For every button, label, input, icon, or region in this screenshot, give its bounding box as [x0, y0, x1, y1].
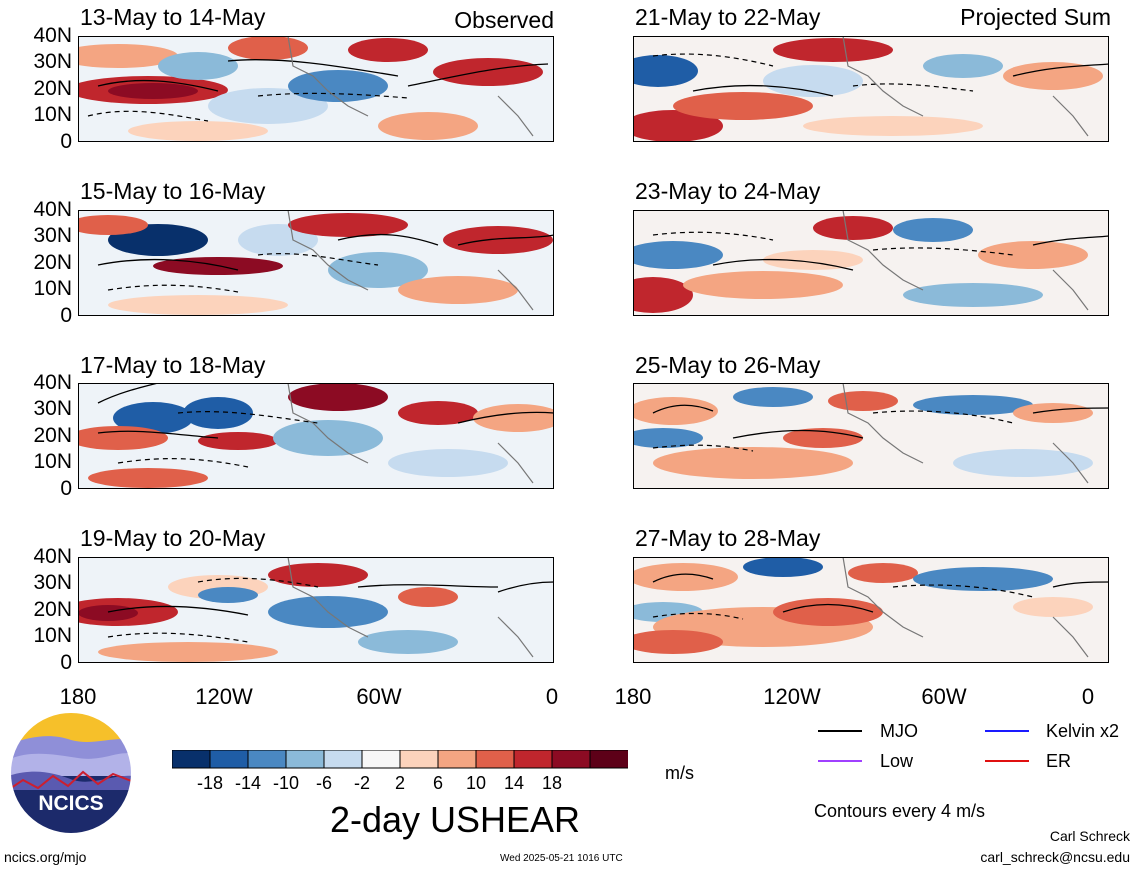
panel-title-6: 25-May to 26-May [635, 352, 821, 378]
map-panel-4 [633, 210, 1109, 316]
legend-label-er: ER [1046, 751, 1072, 771]
colorbar-tick-label: 18 [541, 773, 563, 793]
map-panel-3 [78, 210, 554, 316]
lon-label-180: 180 [614, 684, 652, 709]
panel-title-8: 27-May to 28-May [635, 525, 821, 551]
colorbar-swatch [589, 750, 628, 769]
lat-label-30n: 30N [33, 571, 72, 594]
legend-swatch-er [985, 760, 1029, 762]
panel-title-5: 17-May to 18-May [80, 352, 266, 378]
lat-label-10n: 10N [33, 277, 72, 300]
colorbar-tick-label: 10 [465, 773, 487, 793]
lat-label-30n: 30N [33, 50, 72, 73]
colorbar-swatch [361, 750, 401, 769]
legend-label-kelvin: Kelvin x2 [1046, 721, 1120, 741]
colorbar-swatch [399, 750, 439, 769]
map-panel-2 [633, 36, 1109, 142]
lat-label-40n: 40N [33, 545, 72, 568]
colorbar-swatch [247, 750, 287, 769]
lat-label-10n: 10N [33, 624, 72, 647]
colorbar-tick-label: 14 [503, 773, 525, 793]
colorbar-swatch [323, 750, 363, 769]
map-panel-5 [78, 383, 554, 489]
main-title: 2-day USHEAR [329, 799, 581, 840]
panel-tag-projected: Projected Sum [960, 4, 1111, 30]
colorbar-swatch [513, 750, 553, 769]
panel-title-2: 21-May to 22-May [635, 4, 821, 30]
lon-label-0: 0 [1081, 684, 1095, 709]
legend-swatch-kelvin [985, 730, 1029, 732]
lat-label-20n: 20N [33, 598, 72, 621]
footer-url[interactable]: ncics.org/mjo [4, 849, 87, 865]
colorbar-tick-label: -6 [315, 773, 332, 793]
contours-note: Contours every 4 m/s [814, 801, 986, 821]
footer-timestamp: Wed 2025-05-21 1016 UTC [500, 853, 623, 864]
lat-label-30n: 30N [33, 224, 72, 247]
panel-tag-observed: Observed [454, 7, 554, 33]
lat-label-20n: 20N [33, 424, 72, 447]
colorbar-tick-label: 2 [394, 773, 405, 793]
colorbar-swatch [551, 750, 591, 769]
colorbar-tick-label: -18 [196, 773, 223, 793]
colorbar-tick-label: 6 [432, 773, 443, 793]
lon-label-0: 0 [545, 684, 559, 709]
legend-swatch-low [818, 760, 862, 762]
panel-title-7: 19-May to 20-May [80, 525, 266, 551]
lat-label-10n: 10N [33, 103, 72, 126]
lat-label-0: 0 [60, 651, 72, 674]
colorbar-swatch [475, 750, 515, 769]
map-panel-8 [633, 557, 1109, 663]
map-panel-7 [78, 557, 554, 663]
lat-label-40n: 40N [33, 24, 72, 47]
lat-label-40n: 40N [33, 371, 72, 394]
lat-label-20n: 20N [33, 77, 72, 100]
panel-title-1: 13-May to 14-May [80, 4, 266, 30]
lon-label-180: 180 [59, 684, 97, 709]
ncics-logo-text: NCICS [38, 792, 103, 815]
colorbar-swatch [209, 750, 249, 769]
colorbar-units: m/s [665, 763, 694, 783]
footer-author: Carl Schreck [1049, 828, 1130, 844]
footer-email[interactable]: carl_schreck@ncsu.edu [980, 849, 1130, 865]
lon-label-120w: 120W [763, 684, 821, 709]
lat-label-30n: 30N [33, 397, 72, 420]
panel-title-3: 15-May to 16-May [80, 178, 266, 204]
colorbar-swatch [172, 750, 211, 769]
ncics-logo: NCICS [9, 711, 133, 835]
colorbar-tick-label: -10 [272, 773, 299, 793]
colorbar-swatch [285, 750, 325, 769]
map-panel-6 [633, 383, 1109, 489]
lat-label-40n: 40N [33, 198, 72, 221]
legend-swatch-mjo [818, 730, 862, 732]
colorbar-tick-label: -14 [234, 773, 261, 793]
lat-label-0: 0 [60, 130, 72, 153]
legend-label-mjo: MJO [880, 721, 918, 741]
colorbar-tick-label: -2 [353, 773, 370, 793]
lat-label-0: 0 [60, 304, 72, 327]
lon-label-120w: 120W [195, 684, 253, 709]
colorbar [172, 750, 628, 769]
lat-label-20n: 20N [33, 251, 72, 274]
map-panel-1 [78, 36, 554, 142]
lon-label-60w: 60W [921, 684, 967, 709]
lat-label-0: 0 [60, 477, 72, 500]
lat-label-10n: 10N [33, 450, 72, 473]
lon-label-60w: 60W [356, 684, 402, 709]
panel-title-4: 23-May to 24-May [635, 178, 821, 204]
legend-label-low: Low [880, 751, 914, 771]
colorbar-swatch [437, 750, 477, 769]
